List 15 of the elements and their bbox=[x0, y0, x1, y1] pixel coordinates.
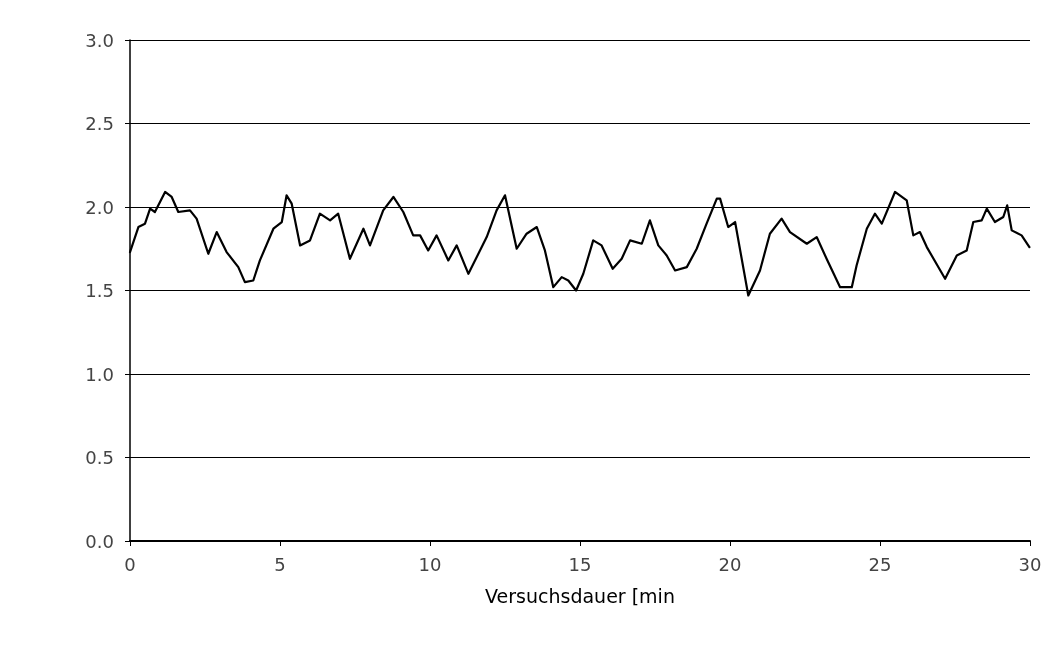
x-tick-label: 25 bbox=[868, 553, 892, 575]
y-tick-label: 1.5 bbox=[85, 280, 114, 301]
y-tick-label: 3.0 bbox=[85, 29, 114, 51]
x-tick-label: 5 bbox=[274, 553, 286, 575]
y-tick-label: 0.0 bbox=[85, 530, 114, 552]
x-axis-title: Versuchsdauer [min bbox=[485, 584, 675, 607]
y-tick-label: 2.0 bbox=[85, 196, 114, 218]
x-tick-label: 30 bbox=[1018, 553, 1042, 575]
x-tick-label: 15 bbox=[568, 553, 592, 575]
y-tick-label: 0.5 bbox=[85, 447, 114, 468]
y-tick-label: 2.5 bbox=[85, 113, 114, 134]
x-tick-label: 20 bbox=[718, 553, 742, 575]
x-tick-label: 10 bbox=[418, 553, 442, 575]
x-tick-label: 0 bbox=[124, 553, 136, 575]
y-tick-label: 1.0 bbox=[85, 363, 114, 385]
